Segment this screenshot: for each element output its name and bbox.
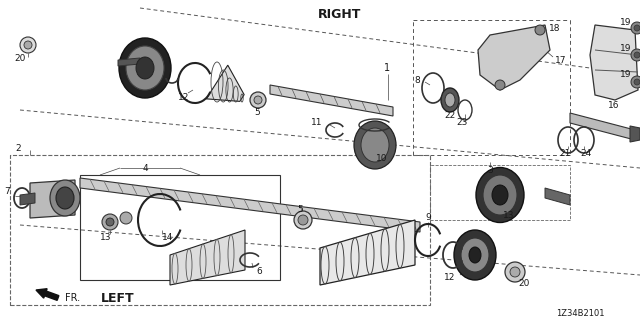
Ellipse shape <box>441 88 459 112</box>
Text: 13: 13 <box>503 211 515 220</box>
Circle shape <box>510 267 520 277</box>
Text: 20: 20 <box>518 279 529 289</box>
Ellipse shape <box>476 167 524 222</box>
Text: 21: 21 <box>559 148 570 157</box>
Ellipse shape <box>492 185 508 205</box>
Text: 2: 2 <box>15 143 20 153</box>
Text: 7: 7 <box>4 188 10 196</box>
Polygon shape <box>170 230 245 285</box>
Circle shape <box>298 215 308 225</box>
Ellipse shape <box>461 238 489 272</box>
Circle shape <box>24 41 32 49</box>
Circle shape <box>106 218 114 226</box>
Text: 19: 19 <box>620 44 632 52</box>
Polygon shape <box>478 25 550 90</box>
Bar <box>10 155 430 305</box>
Polygon shape <box>270 85 393 116</box>
Circle shape <box>120 212 132 224</box>
Ellipse shape <box>56 187 74 209</box>
Text: 11: 11 <box>310 117 322 126</box>
Circle shape <box>631 49 640 61</box>
Text: 24: 24 <box>580 148 591 157</box>
Text: 5: 5 <box>297 205 303 214</box>
Text: 9: 9 <box>425 213 431 222</box>
Ellipse shape <box>483 175 517 215</box>
Circle shape <box>631 22 640 34</box>
Text: 3: 3 <box>487 165 493 174</box>
Text: FR.: FR. <box>65 293 80 303</box>
Ellipse shape <box>126 46 164 90</box>
Text: 19: 19 <box>620 69 632 78</box>
Text: 8: 8 <box>414 76 420 84</box>
Polygon shape <box>320 220 415 285</box>
Text: 16: 16 <box>608 100 620 109</box>
Text: RIGHT: RIGHT <box>318 7 362 20</box>
Polygon shape <box>118 58 140 66</box>
Circle shape <box>102 214 118 230</box>
Text: 19: 19 <box>620 18 632 27</box>
Circle shape <box>250 92 266 108</box>
Circle shape <box>631 76 640 88</box>
Ellipse shape <box>445 93 455 107</box>
Circle shape <box>254 96 262 104</box>
Polygon shape <box>20 193 35 205</box>
Text: 4: 4 <box>142 164 148 172</box>
FancyArrow shape <box>36 289 59 300</box>
Ellipse shape <box>136 57 154 79</box>
Text: 20: 20 <box>14 53 26 62</box>
Circle shape <box>294 211 312 229</box>
Circle shape <box>20 37 36 53</box>
Text: 13: 13 <box>100 234 112 243</box>
Text: 6: 6 <box>256 268 262 276</box>
Text: 12: 12 <box>178 92 189 101</box>
Circle shape <box>495 80 505 90</box>
Ellipse shape <box>469 247 481 263</box>
Circle shape <box>535 25 545 35</box>
Text: 1: 1 <box>384 63 390 73</box>
Circle shape <box>634 52 640 58</box>
Ellipse shape <box>354 121 396 169</box>
Text: 23: 23 <box>456 117 468 126</box>
Text: 10: 10 <box>376 154 387 163</box>
Polygon shape <box>30 180 75 218</box>
Text: LEFT: LEFT <box>101 292 135 305</box>
Circle shape <box>634 79 640 85</box>
Ellipse shape <box>50 180 80 216</box>
Polygon shape <box>80 178 420 232</box>
Text: 22: 22 <box>444 110 456 119</box>
Text: 5: 5 <box>254 108 260 116</box>
Bar <box>430 165 570 220</box>
Ellipse shape <box>119 38 171 98</box>
Polygon shape <box>630 126 640 142</box>
Circle shape <box>634 25 640 31</box>
Circle shape <box>505 262 525 282</box>
Text: 1Z34B2101: 1Z34B2101 <box>556 309 604 318</box>
Text: 12: 12 <box>444 274 456 283</box>
Polygon shape <box>570 113 635 140</box>
Text: 17: 17 <box>555 55 566 65</box>
Polygon shape <box>206 65 244 101</box>
Ellipse shape <box>361 128 389 162</box>
Bar <box>80 175 280 280</box>
Polygon shape <box>545 188 570 205</box>
Ellipse shape <box>454 230 496 280</box>
Text: 18: 18 <box>549 23 561 33</box>
Text: 14: 14 <box>162 234 173 243</box>
Polygon shape <box>590 25 638 100</box>
